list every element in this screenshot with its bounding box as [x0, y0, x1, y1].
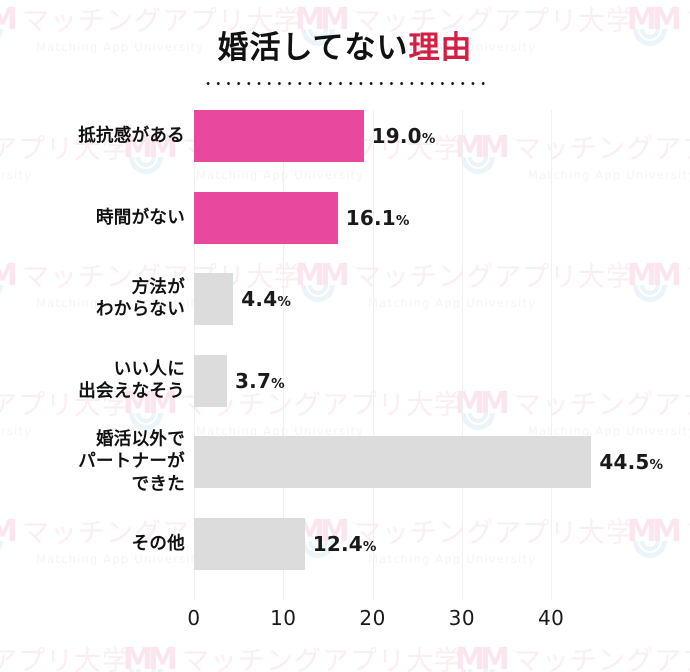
bar-value-suffix: %	[421, 131, 436, 147]
bar	[194, 110, 364, 162]
bar-row: 時間がない 16.1%	[0, 191, 690, 244]
bar-value-suffix: %	[649, 457, 664, 473]
bar-value-number: 19.0	[371, 124, 422, 148]
bar-row: 抵抗感がある 19.0%	[0, 110, 690, 162]
bar-value-label: 16.1%	[346, 206, 410, 230]
bar-value-number: 4.4	[241, 287, 278, 311]
gridline	[551, 110, 553, 600]
bar-value-label: 3.7%	[235, 369, 285, 393]
bar-category-label: 婚活以外で パートナーが できた	[78, 429, 185, 495]
x-axis: 0 10 20 30 40	[0, 602, 690, 642]
chart-title-plain: 婚活してない	[217, 30, 409, 66]
bar-value-number: 44.5	[599, 450, 650, 474]
bar-value-number: 12.4	[312, 531, 363, 556]
bar	[194, 436, 592, 488]
bar-value-suffix: %	[271, 375, 285, 392]
gridline	[372, 110, 374, 600]
x-tick-label: 40	[537, 606, 565, 630]
bar	[194, 354, 228, 407]
gridline	[461, 110, 463, 600]
bar-value-suffix: %	[277, 294, 292, 310]
bar-category-label: 方法が わからない	[96, 277, 185, 320]
bar-row: いい人に 出会えなそう 3.7%	[0, 354, 690, 407]
bar-row: その他 12.4%	[0, 517, 690, 570]
gridline	[283, 110, 285, 600]
bar-category-label: 時間がない	[96, 207, 185, 228]
bar	[194, 517, 305, 570]
bar-row: 婚活以外で パートナーが できた 44.5%	[0, 429, 690, 494]
bar-value-label: 12.4%	[313, 532, 377, 556]
bar-row: 方法が わからない 4.4%	[0, 273, 690, 325]
bar-value-suffix: %	[395, 212, 410, 229]
bar	[194, 273, 234, 325]
bar-value-label: 44.5%	[599, 450, 663, 474]
bar-value-label: 19.0%	[372, 124, 436, 148]
x-tick-label: 20	[359, 606, 386, 630]
chart-title-accent: 理由	[408, 30, 473, 66]
title-dotted-underline	[203, 80, 488, 85]
bar-value-number: 16.1	[345, 205, 396, 230]
x-tick-label: 0	[187, 606, 201, 630]
bar-category-label: 抵抗感がある	[78, 125, 185, 146]
chart-title: 婚活してない理由	[0, 22, 690, 67]
x-tick-label: 10	[270, 606, 297, 630]
bar-value-suffix: %	[362, 538, 377, 555]
x-tick-label: 30	[448, 606, 476, 630]
bar-value-number: 3.7	[235, 368, 272, 393]
bar	[194, 191, 338, 244]
bar-value-label: 4.4%	[241, 287, 291, 311]
bar-category-label: その他	[131, 533, 185, 554]
bar-category-label: いい人に 出会えなそう	[78, 359, 185, 402]
